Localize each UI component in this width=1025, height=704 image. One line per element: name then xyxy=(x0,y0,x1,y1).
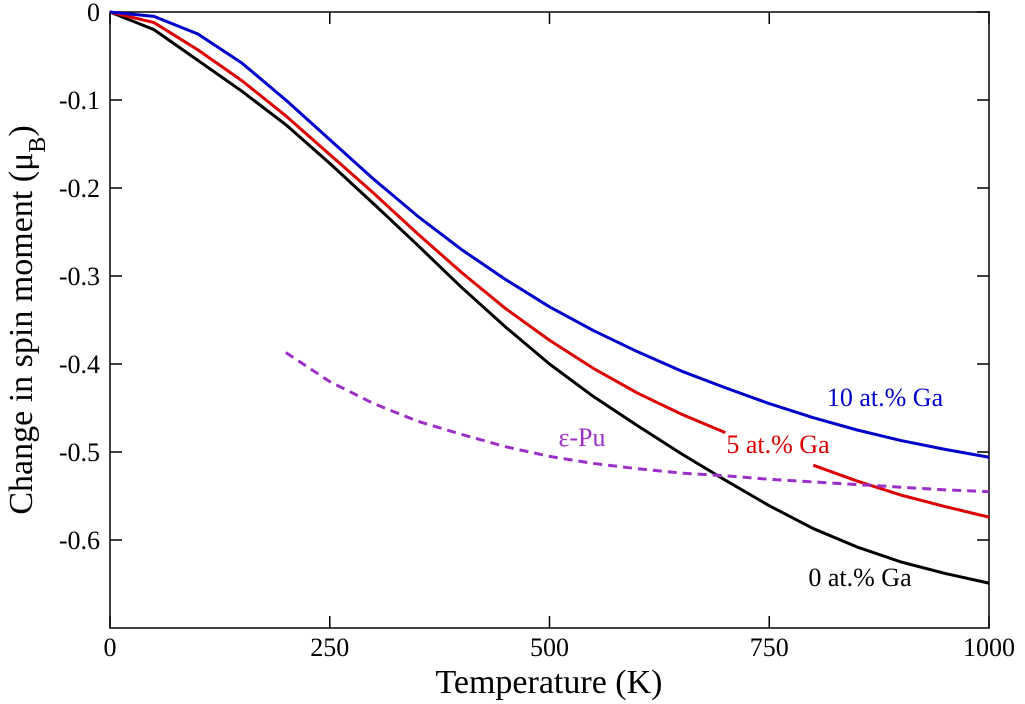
series-line xyxy=(109,10,990,519)
series-label: 10 at.% Ga xyxy=(827,383,944,412)
x-tick-label: 250 xyxy=(310,633,349,662)
y-tick-label: -0.6 xyxy=(59,526,100,555)
x-axis-title: Temperature (K) xyxy=(436,664,663,701)
y-axis-title-sub: B xyxy=(25,137,51,153)
series-line xyxy=(109,10,990,585)
series-label: 0 at.% Ga xyxy=(808,563,912,592)
series-label: ε-Pu xyxy=(558,423,605,452)
x-tick-label: 750 xyxy=(750,633,789,662)
y-tick-label: -0.3 xyxy=(59,262,100,291)
x-tick-label: 1000 xyxy=(963,633,1015,662)
x-tick-label: 0 xyxy=(104,633,117,662)
series-label: 5 at.% Ga xyxy=(726,430,830,459)
x-tick-label: 500 xyxy=(530,633,569,662)
y-tick-label: -0.4 xyxy=(59,350,100,379)
series-line xyxy=(284,351,990,494)
y-tick-label: -0.1 xyxy=(59,86,100,115)
y-axis-title-main: Change in spin moment (μ xyxy=(3,153,40,515)
y-axis-title: Change in spin moment (μB) xyxy=(3,125,51,514)
y-tick-label: -0.2 xyxy=(59,174,100,203)
y-axis-title-end: ) xyxy=(3,125,40,136)
series-line xyxy=(109,10,990,459)
y-tick-label: -0.5 xyxy=(59,438,100,467)
y-tick-label: 0 xyxy=(87,0,100,27)
plot-frame xyxy=(109,11,990,629)
